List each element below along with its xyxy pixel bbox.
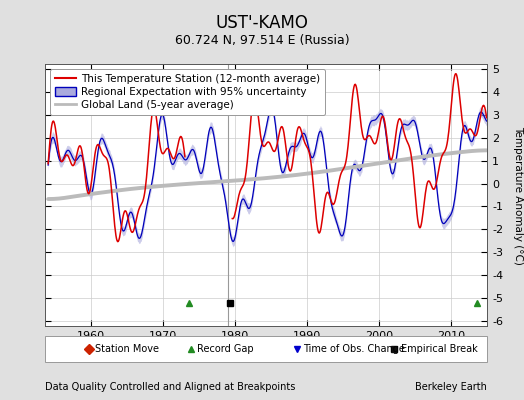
Y-axis label: Temperature Anomaly (°C): Temperature Anomaly (°C) [513, 126, 523, 264]
Legend: This Temperature Station (12-month average), Regional Expectation with 95% uncer: This Temperature Station (12-month avera… [50, 69, 325, 115]
Text: 60.724 N, 97.514 E (Russia): 60.724 N, 97.514 E (Russia) [174, 34, 350, 47]
Text: Empirical Break: Empirical Break [401, 344, 477, 354]
Text: Station Move: Station Move [95, 344, 159, 354]
Text: Data Quality Controlled and Aligned at Breakpoints: Data Quality Controlled and Aligned at B… [45, 382, 295, 392]
Text: UST'-KAMO: UST'-KAMO [215, 14, 309, 32]
Text: Time of Obs. Change: Time of Obs. Change [303, 344, 405, 354]
Text: Record Gap: Record Gap [197, 344, 254, 354]
Text: Berkeley Earth: Berkeley Earth [416, 382, 487, 392]
